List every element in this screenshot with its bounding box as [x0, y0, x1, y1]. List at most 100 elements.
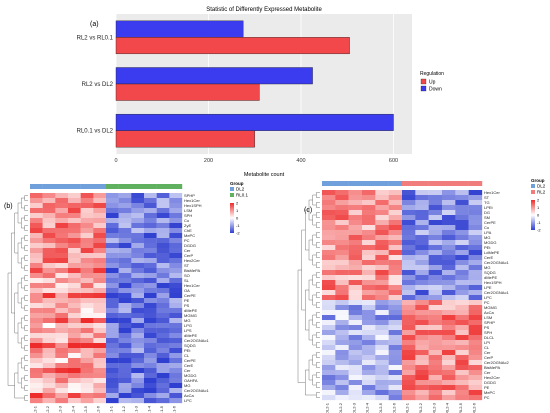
heatmap-cell — [80, 228, 94, 234]
dendrogram-branch — [17, 362, 22, 384]
heatmap-cell — [348, 205, 363, 211]
heatmap-cell — [106, 373, 119, 379]
heatmap-cell — [428, 305, 443, 311]
heatmap-cell — [30, 278, 43, 284]
heatmap-cell — [55, 348, 69, 354]
row-label: SL — [184, 278, 190, 283]
heatmap-cell — [375, 280, 389, 286]
heatmap-cell — [375, 235, 389, 241]
heatmap-cell — [156, 388, 170, 394]
heatmap-cell — [118, 283, 132, 289]
heatmap-cell — [144, 293, 157, 299]
heatmap-cell — [55, 273, 69, 279]
heatmap-cell — [93, 228, 107, 234]
group-bar-cell — [362, 181, 376, 186]
dendrogram-branch — [17, 282, 22, 304]
color-scale-tick: 2 — [236, 201, 239, 206]
heatmap-cell — [68, 318, 81, 324]
heatmap-cell — [415, 335, 429, 341]
column-label: DL2-6 — [391, 402, 396, 413]
heatmap-cell — [428, 355, 443, 361]
heatmap-cell — [156, 213, 170, 219]
heatmap-cell — [80, 338, 94, 344]
heatmap-cell — [415, 210, 429, 216]
heatmap-cell — [30, 368, 43, 374]
heatmap-cell — [106, 223, 119, 229]
heatmap-cell — [156, 353, 170, 359]
column-label: DL2-4 — [70, 405, 75, 413]
heatmap-cell — [442, 340, 456, 346]
heatmap-cell — [322, 235, 336, 241]
heatmap-cell — [455, 265, 469, 271]
heatmap-cell — [455, 360, 469, 366]
heatmap-cell — [335, 245, 349, 251]
row-label: PS — [484, 325, 490, 330]
heatmap-cell — [55, 253, 69, 259]
heatmap-cell — [348, 300, 363, 306]
heatmap-cell — [455, 340, 469, 346]
heatmap-cell — [68, 248, 81, 254]
heatmap-cell — [156, 303, 170, 309]
heatmap-cell — [144, 383, 157, 389]
heatmap-cell — [468, 260, 483, 266]
heatmap-cell — [80, 333, 94, 339]
heatmap-cell — [42, 393, 56, 399]
group-bar-cell — [106, 184, 119, 189]
heatmap-cell — [93, 293, 107, 299]
heatmap-cell — [402, 330, 416, 336]
heatmap-cell — [415, 235, 429, 241]
row-label: LPA — [484, 230, 492, 235]
heatmap-cell — [415, 390, 429, 396]
heatmap-cell — [106, 278, 119, 284]
heatmap-cell — [42, 243, 56, 249]
heatmap-cell — [169, 393, 183, 399]
heatmap-c-panel: (c) Hex1CerSTTGLPEtDGSMCerPECoLPAMGMGDGP… — [297, 178, 546, 413]
heatmap-cell — [428, 345, 443, 351]
heatmap-cell — [131, 203, 145, 209]
heatmap-cell — [93, 343, 107, 349]
heatmap-cell — [388, 285, 403, 291]
row-label: MG — [484, 235, 490, 240]
heatmap-cell — [42, 263, 56, 269]
heatmap-cell — [428, 315, 443, 321]
heatmap-cell — [442, 215, 456, 221]
heatmap-cell — [335, 315, 349, 321]
heatmap-cell — [131, 323, 145, 329]
heatmap-cell — [442, 380, 456, 386]
heatmap-cell — [55, 298, 69, 304]
heatmap-cell — [442, 210, 456, 216]
row-label: ChE — [184, 228, 192, 233]
heatmap-cell — [415, 230, 429, 236]
heatmap-cell — [169, 343, 183, 349]
heatmap-cell — [30, 353, 43, 359]
bar-up — [115, 37, 350, 55]
heatmap-cell — [156, 273, 170, 279]
heatmap-cell — [93, 383, 107, 389]
heatmap-cell — [169, 288, 183, 294]
heatmap-cell — [55, 363, 69, 369]
row-label: SPHP — [184, 193, 195, 198]
heatmap-cell — [362, 360, 376, 366]
heatmap-cell — [131, 223, 145, 229]
heatmap-cell — [322, 270, 336, 276]
heatmap-cell — [415, 325, 429, 331]
heatmap-cell — [402, 210, 416, 216]
heatmap-cell — [144, 353, 157, 359]
heatmap-cell — [375, 245, 389, 251]
heatmap-cell — [42, 368, 56, 374]
heatmap-cell — [335, 260, 349, 266]
heatmap-cell — [106, 298, 119, 304]
heatmap-cell — [388, 340, 403, 346]
heatmap-cell — [118, 223, 132, 229]
dendrogram-branch — [316, 222, 320, 228]
heatmap-cell — [362, 295, 376, 301]
heatmap-cell — [131, 348, 145, 354]
heatmap-cell — [402, 255, 416, 261]
heatmap-cell — [106, 348, 119, 354]
heatmap-cell — [93, 298, 107, 304]
heatmap-cell — [415, 285, 429, 291]
heatmap-cell — [156, 198, 170, 204]
row-label: PC — [484, 395, 490, 400]
heatmap-cell — [428, 380, 443, 386]
heatmap-cell — [402, 235, 416, 241]
